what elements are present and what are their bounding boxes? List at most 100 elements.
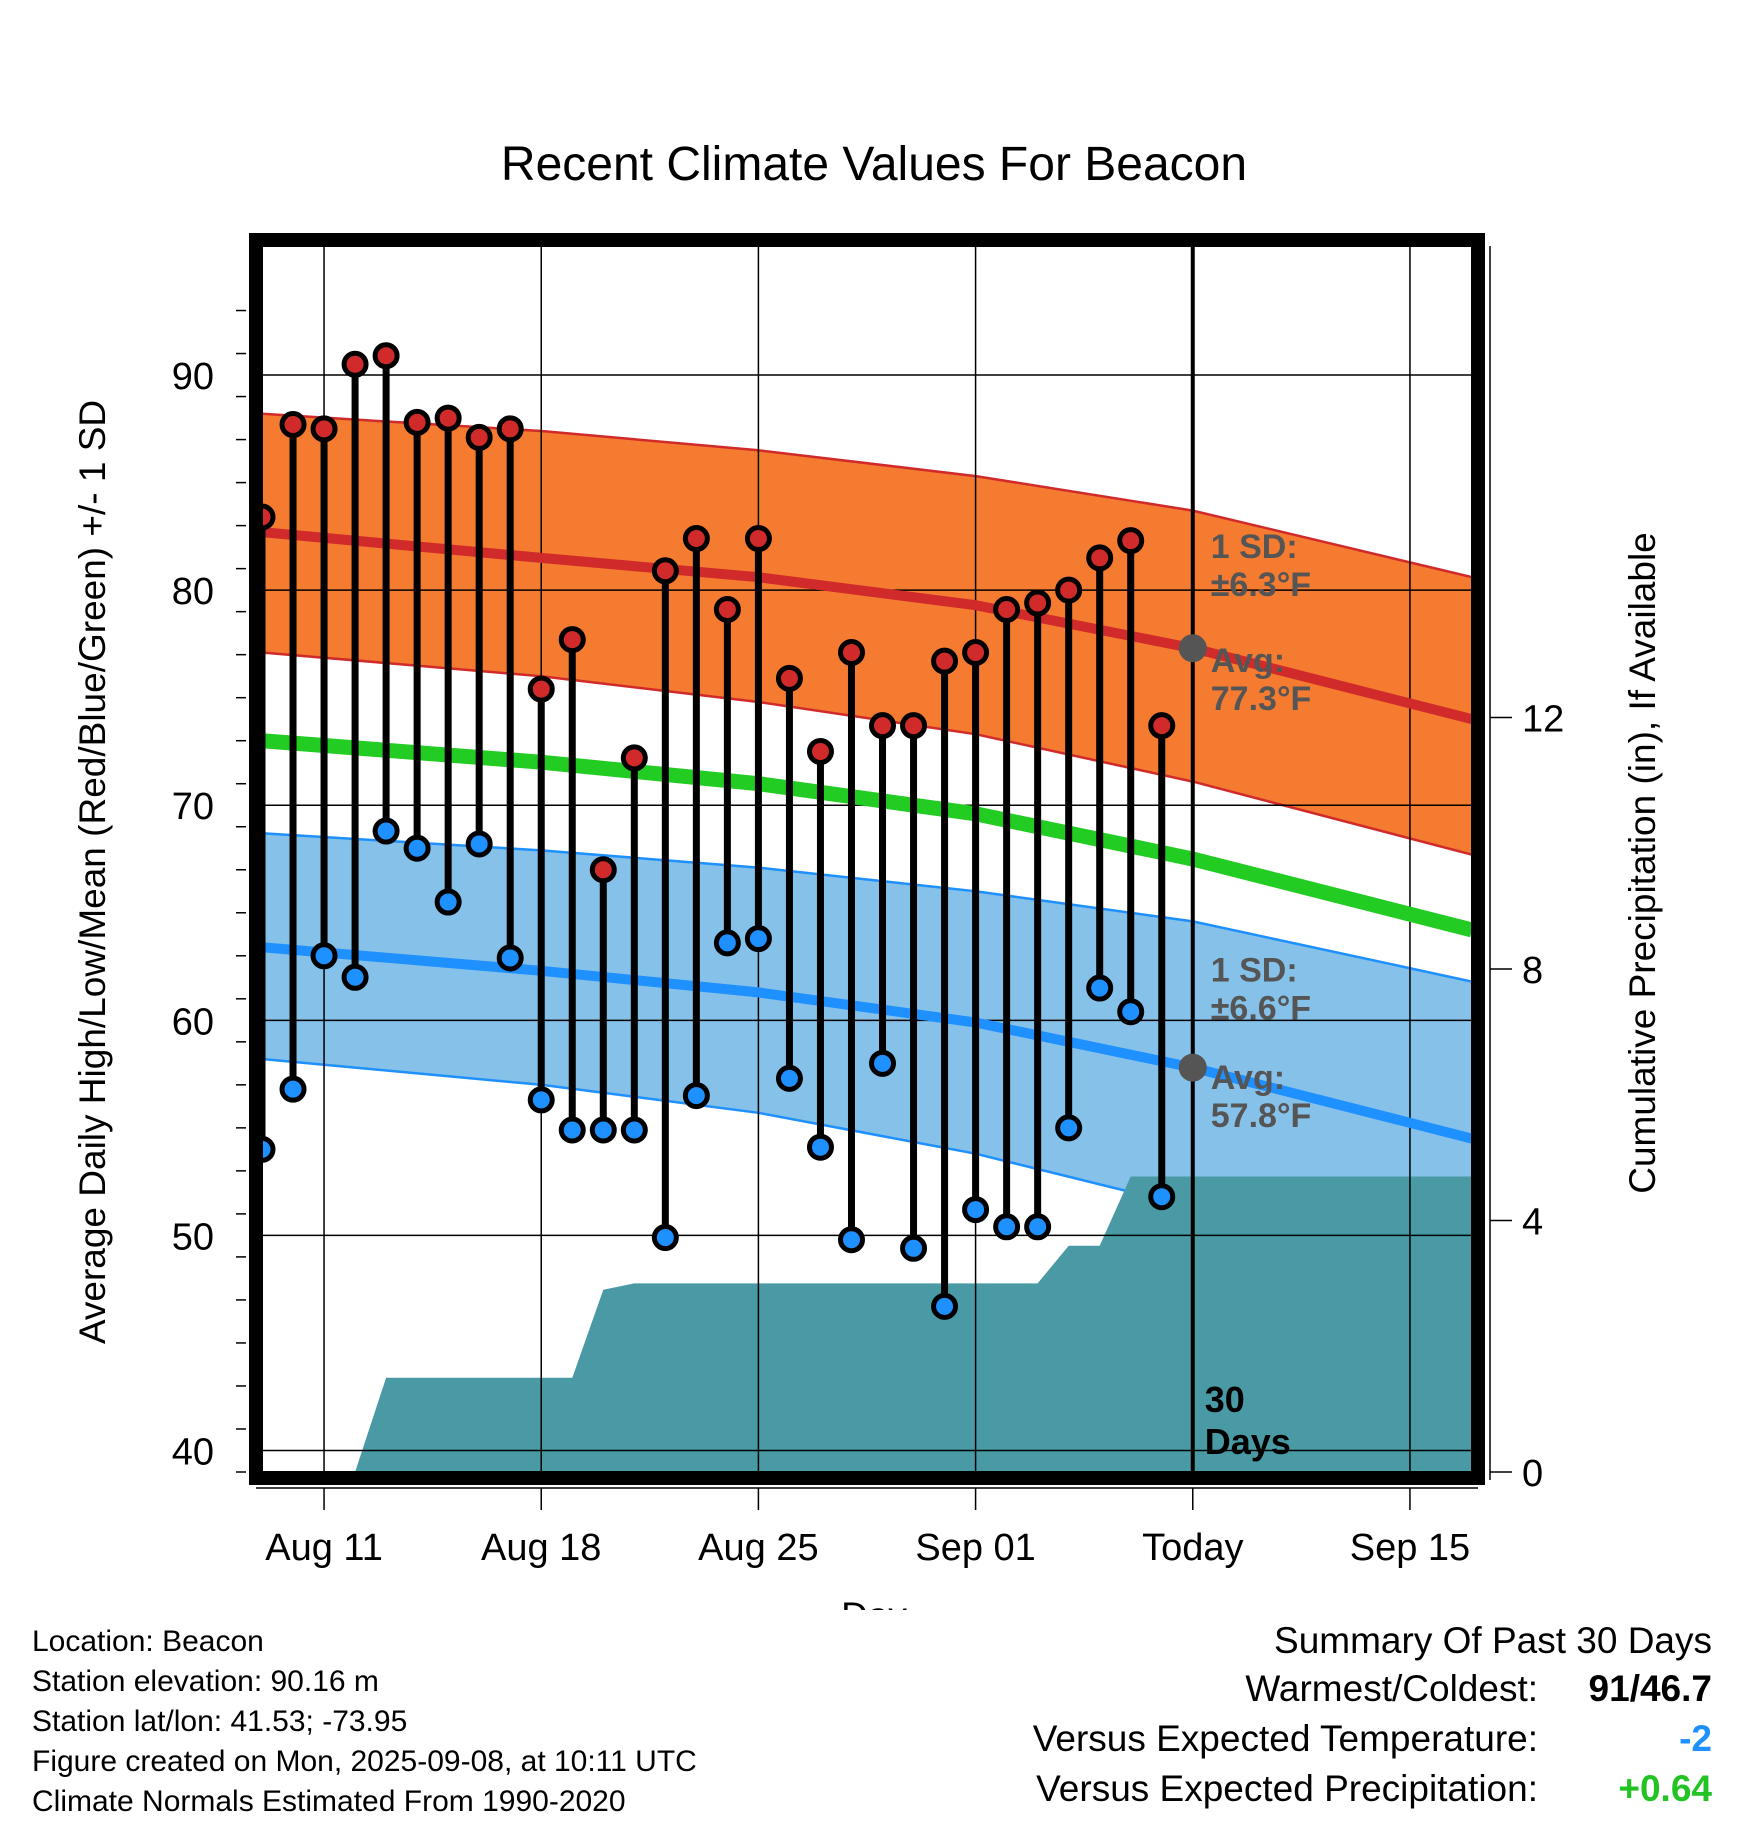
low-point xyxy=(744,925,772,953)
high-point xyxy=(931,647,959,675)
x-tick-label-2: Aug 25 xyxy=(698,1527,818,1569)
y2-tick-label-4: 4 xyxy=(1522,1202,1543,1244)
created-text: Figure created on Mon, 2025-09-08, at 10… xyxy=(32,1745,697,1778)
low-point xyxy=(1086,974,1114,1002)
high-point xyxy=(496,415,524,443)
temp-value: -2 xyxy=(1679,1718,1712,1759)
x-tick-label-0: Aug 11 xyxy=(265,1527,383,1569)
low-point xyxy=(1024,1213,1052,1241)
summary-row-precip: Versus Expected Precipitation: +0.64 xyxy=(812,1764,1712,1814)
summary-row-temp: Versus Expected Temperature: -2 xyxy=(812,1714,1712,1764)
x-tick-label-3: Sep 01 xyxy=(915,1527,1035,1569)
low-point xyxy=(589,1116,617,1144)
y-tick-label-90: 90 xyxy=(172,356,214,398)
high-point xyxy=(620,744,648,772)
high-point xyxy=(403,408,431,436)
latlon-text: Station lat/lon: 41.53; -73.95 xyxy=(32,1705,408,1738)
low-point xyxy=(341,963,369,991)
annotation-text-3-1: 57.8°F xyxy=(1211,1097,1312,1135)
annotation-text-2-0: 1 SD: xyxy=(1211,952,1298,990)
high-point xyxy=(310,415,338,443)
low-point xyxy=(1148,1183,1176,1211)
low-point xyxy=(806,1133,834,1161)
low-point xyxy=(279,1075,307,1103)
low-point xyxy=(993,1213,1021,1241)
chart-title: Recent Climate Values For Beacon xyxy=(501,138,1247,191)
high-point xyxy=(682,525,710,553)
high-point xyxy=(962,639,990,667)
low-band-upper-edge xyxy=(262,831,1472,983)
annotation-text-0-0: 1 SD: xyxy=(1211,528,1298,566)
precip-label: Versus Expected Precipitation: xyxy=(1036,1768,1538,1809)
high-point xyxy=(589,856,617,884)
high-point xyxy=(558,626,586,654)
y2-tick-label-0: 0 xyxy=(1522,1453,1543,1495)
high-point xyxy=(1024,589,1052,617)
low-point xyxy=(713,929,741,957)
high-point xyxy=(465,423,493,451)
high-point xyxy=(744,525,772,553)
low-point xyxy=(931,1292,959,1320)
high-point xyxy=(1117,527,1145,555)
high-point xyxy=(262,503,276,531)
low-point xyxy=(620,1116,648,1144)
high-point xyxy=(806,737,834,765)
annotation-text-1-0: Avg: xyxy=(1211,642,1285,680)
high-point xyxy=(341,350,369,378)
low-point xyxy=(558,1116,586,1144)
low-point xyxy=(527,1086,555,1114)
precip-area xyxy=(262,1176,1472,1472)
annotation-text-3-0: Avg: xyxy=(1211,1059,1285,1097)
low-point xyxy=(869,1049,897,1077)
mean-normal-line xyxy=(262,733,1472,938)
low-avg-marker xyxy=(1178,1053,1207,1082)
elevation-text: Station elevation: 90.16 m xyxy=(32,1665,379,1698)
low-point xyxy=(837,1226,865,1254)
high-point xyxy=(837,639,865,667)
x-axis-label: Day xyxy=(841,1595,907,1610)
y-axis-label: Average Daily High/Low/Mean (Red/Blue/Gr… xyxy=(72,400,113,1344)
y-tick-label-40: 40 xyxy=(172,1431,214,1473)
low-point xyxy=(465,830,493,858)
low-point xyxy=(900,1234,928,1262)
y2-tick-label-12: 12 xyxy=(1522,699,1564,741)
high-point xyxy=(869,712,897,740)
warmest-value: 91/46.7 xyxy=(1588,1668,1712,1709)
low-point xyxy=(1055,1114,1083,1142)
low-normal-line xyxy=(262,942,1472,1144)
high-point xyxy=(651,557,679,585)
low-point xyxy=(682,1082,710,1110)
y-tick-label-70: 70 xyxy=(172,786,214,828)
x-tick-label-1: Aug 18 xyxy=(481,1527,601,1569)
annotation-text-1-1: 77.3°F xyxy=(1211,680,1312,718)
high-point xyxy=(434,404,462,432)
low-point xyxy=(1117,998,1145,1026)
high-point xyxy=(900,712,928,740)
annotation-text-0-1: ±6.3°F xyxy=(1211,566,1311,604)
high-point xyxy=(1148,712,1176,740)
low-point xyxy=(434,888,462,916)
high-point xyxy=(279,411,307,439)
climate-chart: Recent Climate Values For Beacon Average… xyxy=(72,138,1663,1610)
location-text: Location: Beacon xyxy=(32,1625,264,1658)
low-point xyxy=(496,944,524,972)
low-point xyxy=(775,1064,803,1092)
days-text-label: Days xyxy=(1205,1421,1291,1462)
temp-label: Versus Expected Temperature: xyxy=(1032,1718,1538,1759)
high-point xyxy=(713,595,741,623)
high-avg-marker xyxy=(1178,634,1207,663)
x-tick-label-5: Sep 15 xyxy=(1350,1527,1470,1569)
plot-frame xyxy=(249,233,1485,1485)
precip-value: +0.64 xyxy=(1618,1768,1712,1809)
y-tick-label-60: 60 xyxy=(172,1001,214,1043)
y-tick-label-50: 50 xyxy=(172,1216,214,1258)
low-point xyxy=(372,817,400,845)
high-point xyxy=(1055,576,1083,604)
summary-panel: Summary Of Past 30 Days Warmest/Coldest:… xyxy=(812,1618,1712,1814)
low-point xyxy=(962,1196,990,1224)
high-band-lower-edge xyxy=(262,651,1472,856)
summary-row-warmest: Warmest/Coldest: 91/46.7 xyxy=(812,1664,1712,1714)
summary-title: Summary Of Past 30 Days xyxy=(1274,1620,1712,1661)
high-point xyxy=(372,342,400,370)
